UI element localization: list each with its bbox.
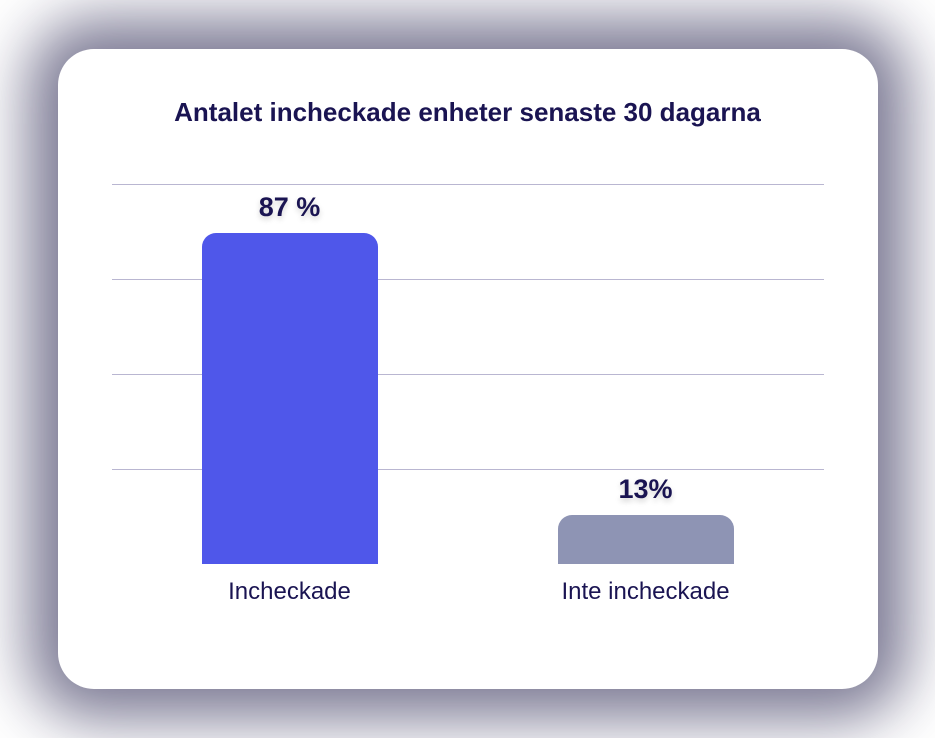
- bar-group-0: 87 %: [112, 192, 468, 564]
- x-label-1: Inte incheckade: [468, 578, 824, 606]
- chart-title: Antalet incheckade enheter senaste 30 da…: [112, 97, 824, 128]
- plot: 87 % 13%: [112, 184, 824, 564]
- chart-area: 87 % 13%: [112, 184, 824, 564]
- x-axis-labels: Incheckade Inte incheckade: [112, 578, 824, 606]
- bar-1: [558, 515, 734, 564]
- page-root: Antalet incheckade enheter senaste 30 da…: [0, 0, 935, 738]
- value-label-1: 13%: [618, 474, 672, 505]
- bar-group-1: 13%: [468, 474, 824, 564]
- bar-0: [202, 233, 378, 564]
- chart-card: Antalet incheckade enheter senaste 30 da…: [58, 49, 878, 689]
- x-label-0: Incheckade: [112, 578, 468, 606]
- value-label-0: 87 %: [259, 192, 321, 223]
